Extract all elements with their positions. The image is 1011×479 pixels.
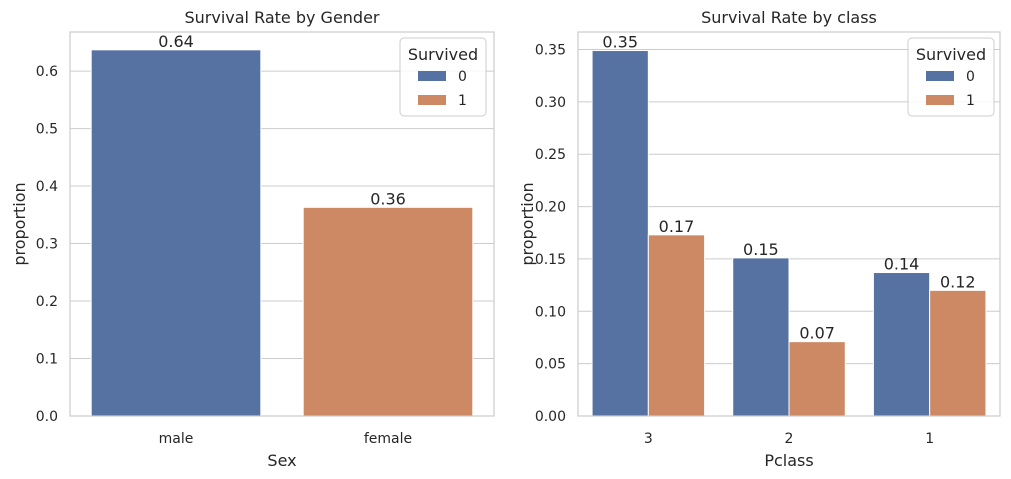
legend-swatch bbox=[926, 71, 954, 81]
legend-label: 1 bbox=[966, 93, 975, 109]
y-axis-label: proportion bbox=[10, 182, 29, 265]
legend-swatch bbox=[926, 95, 954, 105]
bar bbox=[591, 50, 649, 417]
plot-frame bbox=[69, 31, 495, 417]
data-label: 0.07 bbox=[799, 324, 835, 343]
x-axis-label: Sex bbox=[267, 451, 296, 470]
data-label: 0.35 bbox=[602, 33, 638, 52]
y-tick-label: 0.15 bbox=[535, 252, 566, 268]
data-label: 0.14 bbox=[884, 255, 920, 274]
x-tick-label: 2 bbox=[785, 431, 794, 447]
x-tick-label: female bbox=[364, 431, 412, 447]
gender-chart: 0.0 0.1 0.2 0.3 0.4 0.5 0.6 male 0.64 female 0.36 S… bbox=[10, 8, 495, 470]
data-label: 0.15 bbox=[743, 240, 779, 259]
class-chart: 0.00 0.05 0.10 0.15 0.20 0.25 0.30 0.35 3 0.35 0.1… bbox=[518, 8, 1001, 470]
data-label: 0.12 bbox=[940, 272, 976, 291]
data-label: 0.36 bbox=[370, 189, 406, 208]
legend-title: Survived bbox=[916, 45, 986, 64]
y-tick-label: 0.6 bbox=[36, 64, 58, 80]
x-tick-label: 1 bbox=[925, 431, 934, 447]
legend: Survived 0 1 bbox=[907, 37, 995, 117]
data-label: 0.17 bbox=[659, 217, 695, 236]
x-tick-label: 3 bbox=[644, 431, 653, 447]
data-label: 0.64 bbox=[158, 32, 194, 51]
y-tick-label: 0.0 bbox=[36, 409, 58, 425]
bar bbox=[788, 341, 846, 417]
x-axis-label: Pclass bbox=[764, 451, 813, 470]
legend-swatch bbox=[418, 95, 446, 105]
bar bbox=[90, 49, 262, 417]
y-tick-label: 0.05 bbox=[535, 357, 566, 373]
chart-title: Survival Rate by class bbox=[701, 8, 877, 27]
y-tick-label: 0.00 bbox=[535, 409, 566, 425]
bar bbox=[732, 257, 790, 417]
x-tick-label: male bbox=[159, 431, 194, 447]
legend-label: 0 bbox=[966, 69, 975, 85]
y-tick-label: 0.1 bbox=[36, 352, 58, 368]
y-tick-label: 0.10 bbox=[535, 304, 566, 320]
bar bbox=[647, 234, 706, 417]
y-tick-label: 0.20 bbox=[535, 200, 566, 216]
bar bbox=[929, 289, 987, 417]
chart-title: Survival Rate by Gender bbox=[184, 8, 379, 27]
legend: Survived 0 1 bbox=[399, 37, 487, 117]
bar bbox=[872, 272, 931, 417]
y-tick-label: 0.5 bbox=[36, 122, 58, 138]
y-axis-label: proportion bbox=[518, 182, 537, 265]
y-tick-label: 0.2 bbox=[36, 294, 58, 310]
legend-label: 1 bbox=[458, 93, 467, 109]
y-tick-label: 0.25 bbox=[535, 147, 566, 163]
y-tick-label: 0.4 bbox=[36, 179, 58, 195]
y-tick-label: 0.3 bbox=[36, 237, 58, 253]
y-tick-label: 0.30 bbox=[535, 95, 566, 111]
legend-label: 0 bbox=[458, 69, 467, 85]
y-tick-label: 0.35 bbox=[535, 42, 566, 58]
legend-swatch bbox=[418, 71, 446, 81]
plot-frame bbox=[577, 31, 1001, 417]
bar bbox=[302, 206, 474, 417]
legend-title: Survived bbox=[408, 45, 478, 64]
